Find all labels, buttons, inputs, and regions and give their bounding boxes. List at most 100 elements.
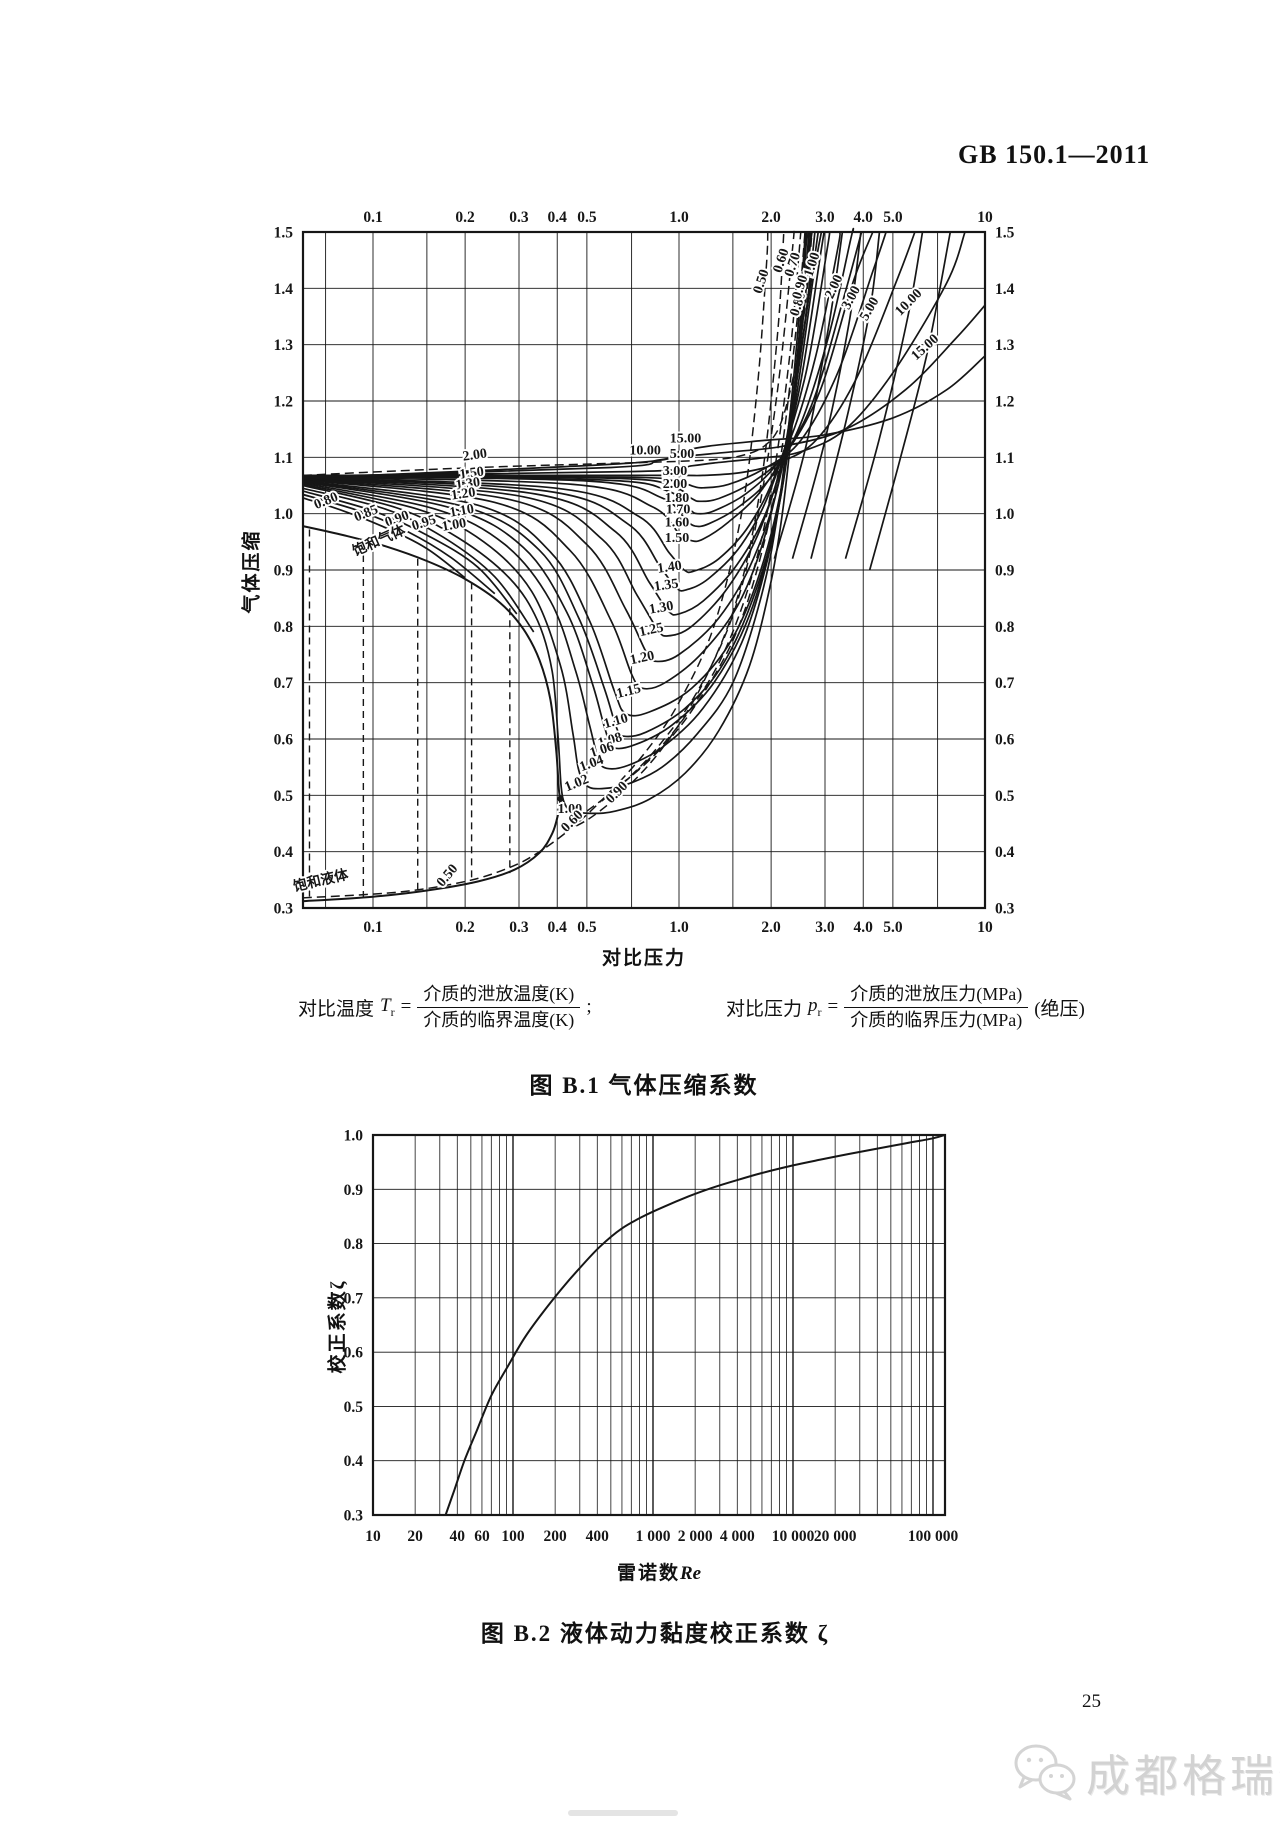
b1-isotherm-curve bbox=[302, 231, 825, 592]
b1-x-tick-label-bottom: 1.0 bbox=[669, 919, 689, 936]
b1-dashed-curve bbox=[563, 231, 785, 833]
b1-y-tick-label-left: 0.7 bbox=[274, 675, 294, 692]
watermark-text: 成都格瑞特 bbox=[1086, 1752, 1280, 1801]
b1-isotherm-curve bbox=[844, 231, 924, 559]
b1-curve-label: 1.40 bbox=[656, 559, 682, 577]
b1-curve-label: 1.70 bbox=[666, 503, 691, 518]
b1-y-tick-label-left: 0.5 bbox=[274, 788, 294, 805]
b1-y-tick-label-right: 0.6 bbox=[995, 732, 1015, 749]
b1-x-tick-label-top: 2.0 bbox=[761, 209, 781, 226]
b1-y-tick-label-left: 0.6 bbox=[274, 732, 294, 749]
b2-y-tick-label: 0.6 bbox=[344, 1345, 364, 1362]
b1-isotherm-curve bbox=[302, 231, 863, 515]
b1-x-tick-label-bottom: 0.5 bbox=[577, 919, 597, 936]
b2-y-axis-title: 校正系数ζ bbox=[327, 1279, 349, 1374]
b1-y-axis-title: 气体压缩 bbox=[241, 529, 263, 614]
b1-isotherm-curve bbox=[868, 231, 952, 571]
b1-isotherm-curve bbox=[302, 227, 855, 528]
b2-x-tick-label: 20 bbox=[407, 1528, 423, 1545]
b1-isotherm-curve bbox=[302, 231, 966, 477]
b1-y-tick-label-right: 0.4 bbox=[995, 844, 1015, 861]
formula-p-fraction: 介质的泄放压力(MPa) 介质的临界压力(MPa) bbox=[844, 983, 1029, 1031]
b1-y-tick-label-right: 0.8 bbox=[995, 619, 1015, 636]
b1-isotherm-curve bbox=[302, 231, 813, 690]
b2-plot-border bbox=[371, 1133, 947, 1517]
formula-t-equals: = bbox=[400, 996, 412, 1017]
b1-y-tick-label-left: 1.2 bbox=[274, 394, 294, 411]
b1-x-tick-label-bottom: 2.0 bbox=[761, 919, 781, 936]
b1-y-tick-label-left: 1.1 bbox=[274, 450, 293, 467]
b1-isotherm-curve bbox=[791, 231, 862, 559]
b1-curve-label: 5.00 bbox=[670, 447, 695, 462]
b1-x-tick-label-top: 0.1 bbox=[363, 209, 382, 226]
b1-isotherm-curve bbox=[302, 231, 831, 574]
b1-curve-label: 2.00 bbox=[462, 446, 488, 464]
b2-x-tick-label: 4 000 bbox=[720, 1528, 755, 1545]
b1-x-tick-label-top: 0.5 bbox=[577, 209, 597, 226]
b1-x-tick-label-top: 0.3 bbox=[509, 209, 529, 226]
b1-y-tick-label-left: 1.3 bbox=[274, 337, 294, 354]
watermark: 成都格瑞特 bbox=[1012, 1740, 1280, 1804]
b1-curve-label: 1.04 bbox=[578, 753, 606, 775]
b1-y-tick-label-right: 0.7 bbox=[995, 675, 1015, 692]
b2-x-tick-label: 400 bbox=[586, 1528, 610, 1545]
b1-curve-label: 0.90 bbox=[603, 779, 631, 807]
b1-isotherm-curve bbox=[810, 231, 881, 559]
formula-t-fraction: 介质的泄放温度(K) 介质的临界温度(K) bbox=[417, 983, 581, 1031]
b2-y-tick-label: 0.5 bbox=[344, 1399, 364, 1416]
b2-x-axis-title-sym: Re bbox=[679, 1563, 702, 1584]
formula-p-lead: 对比压力 bbox=[726, 998, 803, 1020]
b1-curve-label: 1.10 bbox=[448, 502, 475, 521]
b1-x-tick-label-bottom: 5.0 bbox=[883, 919, 903, 936]
b1-isotherm-curve bbox=[302, 355, 986, 480]
b1-y-tick-label-right: 0.5 bbox=[995, 788, 1015, 805]
b1-y-tick-label-right: 1.4 bbox=[995, 281, 1015, 298]
b2-x-tick-label: 20 000 bbox=[814, 1528, 857, 1545]
b1-dashed-curve bbox=[601, 231, 802, 802]
b1-curve-label: 3.00 bbox=[663, 464, 688, 479]
b1-isotherm-curve bbox=[302, 231, 806, 790]
b2-y-tick-label: 1.0 bbox=[344, 1128, 364, 1145]
figure-b1-caption: 图 B.1 气体压缩系数 bbox=[529, 1073, 759, 1098]
b2-y-tick-label: 0.8 bbox=[344, 1236, 364, 1253]
b1-x-tick-label-bottom: 0.3 bbox=[509, 919, 529, 936]
formula-p-equals: = bbox=[827, 996, 839, 1017]
b1-curve-label: 1.50 bbox=[665, 531, 690, 546]
formula-p-tail: (绝压) bbox=[1034, 998, 1085, 1020]
b1-curve-label: 10.00 bbox=[629, 444, 661, 459]
b1-x-tick-label-bottom: 0.4 bbox=[548, 919, 568, 936]
b1-isotherm-curve bbox=[302, 231, 841, 543]
b1-x-tick-label-top: 4.0 bbox=[854, 209, 874, 226]
b2-x-tick-label: 40 bbox=[450, 1528, 466, 1545]
b2-y-tick-label: 0.4 bbox=[344, 1453, 364, 1470]
chat-bubbles-icon bbox=[1014, 1744, 1076, 1801]
reduced-pressure-formula: 对比压力 pr = 介质的泄放压力(MPa) 介质的临界压力(MPa) (绝压) bbox=[726, 983, 1085, 1031]
b2-x-tick-label: 10 000 bbox=[772, 1528, 815, 1545]
b1-y-tick-label-left: 1.0 bbox=[274, 506, 294, 523]
document-header: GB 150.1—2011 bbox=[958, 140, 1151, 169]
b2-correction-factor-curve bbox=[444, 1134, 945, 1516]
b1-x-tick-label-top: 10 bbox=[977, 209, 993, 226]
b2-y-tick-label: 0.7 bbox=[344, 1290, 364, 1307]
formula-t-symbol: Tr bbox=[380, 994, 395, 1019]
b1-saturated-liquid-curve bbox=[302, 798, 562, 903]
b1-curve-label: 1.00 bbox=[558, 802, 583, 817]
b1-curve-label: 1.25 bbox=[638, 620, 665, 640]
b1-x-tick-label-top: 5.0 bbox=[883, 209, 903, 226]
b1-isotherm-curve bbox=[773, 231, 844, 559]
b1-x-tick-label-bottom: 0.2 bbox=[455, 919, 475, 936]
page-number: 25 bbox=[1082, 1691, 1101, 1712]
b2-x-axis-title: 雷诺数Re bbox=[559, 1558, 759, 1585]
formula-t-lead: 对比温度 bbox=[298, 998, 375, 1020]
b1-curve-label: 饱和气体 bbox=[350, 521, 409, 560]
b1-curve-label: 1.00 bbox=[441, 516, 468, 535]
b1-curve-label: 1.10 bbox=[602, 711, 630, 732]
b1-isotherm-curve bbox=[302, 493, 496, 595]
reduced-temperature-formula: 对比温度 Tr = 介质的泄放温度(K) 介质的临界温度(K) ; bbox=[298, 983, 592, 1031]
b1-x-axis-title: 对比压力 bbox=[601, 948, 686, 969]
b2-y-tick-label: 0.9 bbox=[344, 1182, 364, 1199]
b1-dashed-curve bbox=[610, 231, 806, 794]
b1-curve-label: 1.20 bbox=[450, 485, 476, 503]
b1-dashed-curve bbox=[586, 230, 795, 812]
b2-x-tick-label: 100 bbox=[501, 1528, 525, 1545]
